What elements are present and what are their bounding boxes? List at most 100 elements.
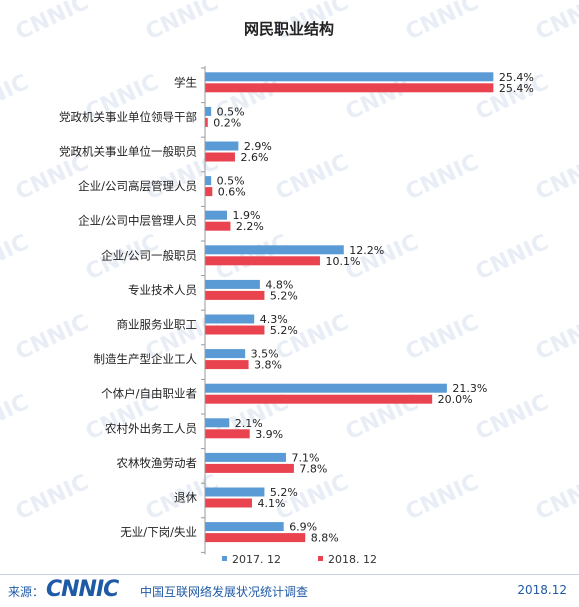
bar-2017 — [205, 279, 260, 289]
data-label: 7.8% — [299, 462, 327, 475]
category-label: 企业/公司中层管理人员 — [78, 214, 197, 228]
bar-2017 — [205, 418, 230, 428]
bar-2018 — [205, 83, 494, 93]
data-label: 2.9% — [244, 140, 272, 153]
report-date: 2018.12 — [517, 583, 567, 597]
watermark-text: CNNIC — [402, 470, 483, 525]
bar-2017 — [205, 487, 265, 497]
data-label: 0.6% — [218, 186, 246, 199]
bar-2018 — [205, 394, 433, 404]
bar-2018 — [205, 290, 265, 300]
chart-svg: CNNIC CNNIC CNNIC CNNIC CNNIC CNNIC CNNIC CNNIC… — [0, 0, 579, 566]
watermark-text: CNNIC — [0, 390, 33, 445]
category-label: 个体户/自由职业者 — [101, 387, 197, 401]
watermark-text: CNNIC — [142, 0, 223, 45]
data-label: 25.4% — [499, 71, 534, 84]
category-label: 商业服务业职工 — [117, 318, 198, 332]
category-label: 党政机关事业单位一般职员 — [59, 145, 197, 159]
category-label: 党政机关事业单位领导干部 — [59, 110, 197, 124]
bar-2017 — [205, 522, 284, 532]
bar-2018 — [205, 221, 231, 231]
data-label: 5.2% — [270, 486, 298, 499]
legend-label: 2018. 12 — [328, 553, 377, 566]
category-label: 制造生产型企业工人 — [94, 352, 198, 366]
data-label: 2.2% — [236, 220, 264, 233]
data-label: 3.9% — [255, 428, 283, 441]
data-label: 20.0% — [438, 393, 473, 406]
bar-2018 — [205, 187, 213, 197]
data-label: 0.5% — [217, 175, 245, 188]
legend-swatch — [222, 556, 227, 561]
watermark-text: CNNIC — [272, 150, 353, 205]
category-label: 专业技术人员 — [128, 283, 197, 297]
watermark-text: CNNIC — [0, 70, 33, 125]
bar-2018 — [205, 429, 250, 439]
watermark-text: CNNIC — [12, 0, 93, 45]
watermark-text: CNNIC — [12, 470, 93, 525]
data-label: 6.9% — [289, 521, 317, 534]
data-label: 4.1% — [257, 497, 285, 510]
bar-2017 — [205, 141, 239, 151]
watermark-text: CNNIC — [532, 150, 579, 205]
data-label: 5.2% — [270, 324, 298, 337]
legend-swatch — [318, 556, 323, 561]
category-label: 无业/下岗/失业 — [120, 525, 197, 539]
category-label: 学生 — [174, 75, 197, 89]
data-label: 7.1% — [291, 451, 319, 464]
bar-2017 — [205, 314, 255, 324]
data-label: 3.8% — [254, 359, 282, 372]
bar-2017 — [205, 349, 246, 359]
source-label: 来源： — [8, 585, 45, 599]
category-label: 企业/公司高层管理人员 — [78, 179, 197, 193]
category-label: 退休 — [174, 491, 197, 505]
data-label: 25.4% — [499, 82, 534, 95]
category-label: 农林牧渔劳动者 — [117, 456, 198, 470]
watermark-text: CNNIC — [532, 470, 579, 525]
legend-label: 2017. 12 — [232, 553, 281, 566]
watermark-text: CNNIC — [472, 230, 553, 285]
cnnic-logo: CNNIC — [46, 577, 119, 602]
watermark-text: CNNIC — [472, 390, 553, 445]
bar-2018 — [205, 463, 294, 473]
bar-2017 — [205, 176, 212, 186]
source-org: 中国互联网络发展状况统计调查 — [140, 585, 309, 599]
bar-2018 — [205, 152, 235, 162]
bar-2018 — [205, 498, 252, 508]
footer: 来源： CNNIC 中国互联网络发展状况统计调查 2018.12 — [0, 574, 579, 607]
data-label: 4.3% — [260, 313, 288, 326]
data-label: 2.1% — [235, 417, 263, 430]
watermark-text: CNNIC — [12, 310, 93, 365]
bar-2017 — [205, 72, 494, 82]
bar-2018 — [205, 256, 320, 266]
watermark-text: CNNIC — [402, 150, 483, 205]
data-label: 0.5% — [217, 105, 245, 118]
data-label: 21.3% — [452, 382, 487, 395]
data-label: 3.5% — [251, 348, 279, 361]
bar-2018 — [205, 325, 265, 335]
bar-2018 — [205, 360, 249, 370]
bar-2017 — [205, 210, 228, 220]
data-label: 5.2% — [270, 289, 298, 302]
data-label: 10.1% — [325, 255, 360, 268]
bar-2018 — [205, 117, 208, 127]
category-label: 农村外出务工人员 — [105, 421, 197, 435]
bar-2017 — [205, 106, 212, 116]
bar-2017 — [205, 383, 447, 393]
watermark-text: CNNIC — [402, 0, 483, 45]
data-label: 8.8% — [311, 532, 339, 545]
data-label: 12.2% — [349, 244, 384, 257]
data-label: 2.6% — [240, 151, 268, 164]
data-label: 4.8% — [265, 278, 293, 291]
watermark-text: CNNIC — [402, 310, 483, 365]
chart-title: 网民职业结构 — [244, 20, 334, 38]
bar-2018 — [205, 533, 306, 543]
watermark-text: CNNIC — [532, 0, 579, 45]
bar-2017 — [205, 245, 344, 255]
watermark-text: CNNIC — [532, 310, 579, 365]
category-label: 企业/公司一般职员 — [101, 248, 197, 262]
watermark-text: CNNIC — [0, 230, 33, 285]
data-label: 1.9% — [233, 209, 261, 222]
data-label: 0.2% — [213, 116, 241, 129]
bar-2017 — [205, 452, 286, 462]
